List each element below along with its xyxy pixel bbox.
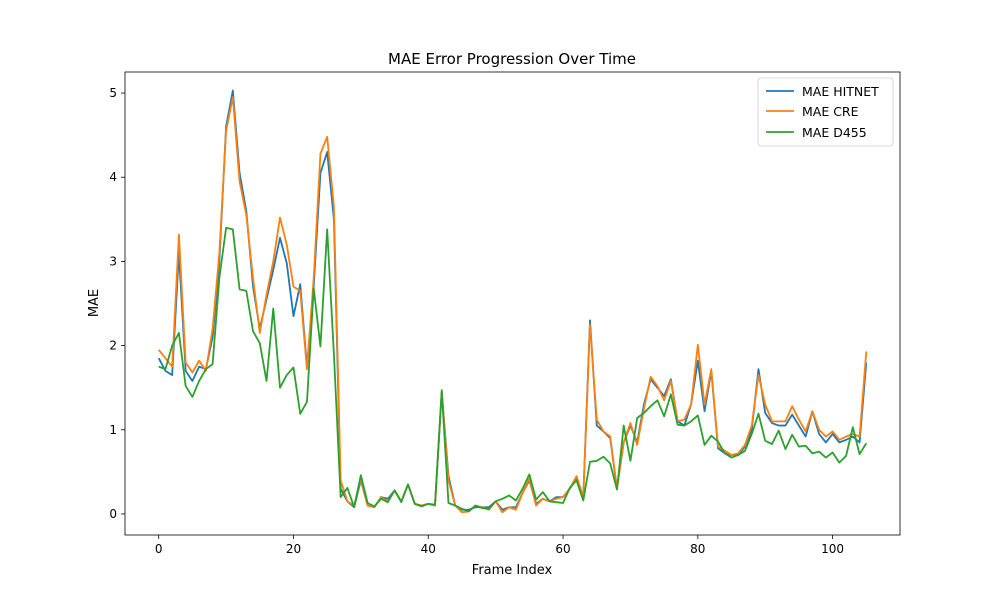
y-tick-label: 0	[109, 507, 117, 521]
x-tick-label: 20	[286, 542, 301, 556]
x-tick-label: 0	[155, 542, 163, 556]
x-tick-label: 80	[690, 542, 705, 556]
x-axis-label: Frame Index	[472, 563, 553, 578]
y-tick-label: 5	[109, 86, 117, 100]
legend-box	[757, 77, 894, 147]
y-tick-label: 1	[109, 423, 117, 437]
legend-label-hitnet: MAE HITNET	[802, 84, 879, 99]
series-line-mae-hitnet	[157, 89, 868, 511]
plot-lines	[157, 89, 868, 514]
chart-title: MAE Error Progression Over Time	[388, 50, 636, 68]
x-tick-label: 40	[421, 542, 436, 556]
y-axis-ticks: 0 1 2 3 4 5	[109, 86, 125, 521]
legend-label-cre: MAE CRE	[802, 104, 859, 119]
y-tick-label: 2	[109, 339, 117, 353]
y-tick-label: 3	[109, 254, 117, 268]
legend-label-d455: MAE D455	[802, 125, 867, 140]
series-line-mae-d455	[158, 226, 868, 513]
x-axis-ticks: 0 20 40 60 80 100	[155, 535, 844, 556]
y-axis-label: MAE	[87, 289, 102, 317]
legend: MAE HITNET MAE CRE MAE D455	[757, 77, 894, 147]
x-tick-label: 60	[555, 542, 570, 556]
y-tick-label: 4	[109, 170, 117, 184]
x-tick-label: 100	[821, 542, 844, 556]
series-line-mae-cre	[157, 96, 868, 514]
plot-frame	[124, 71, 901, 536]
